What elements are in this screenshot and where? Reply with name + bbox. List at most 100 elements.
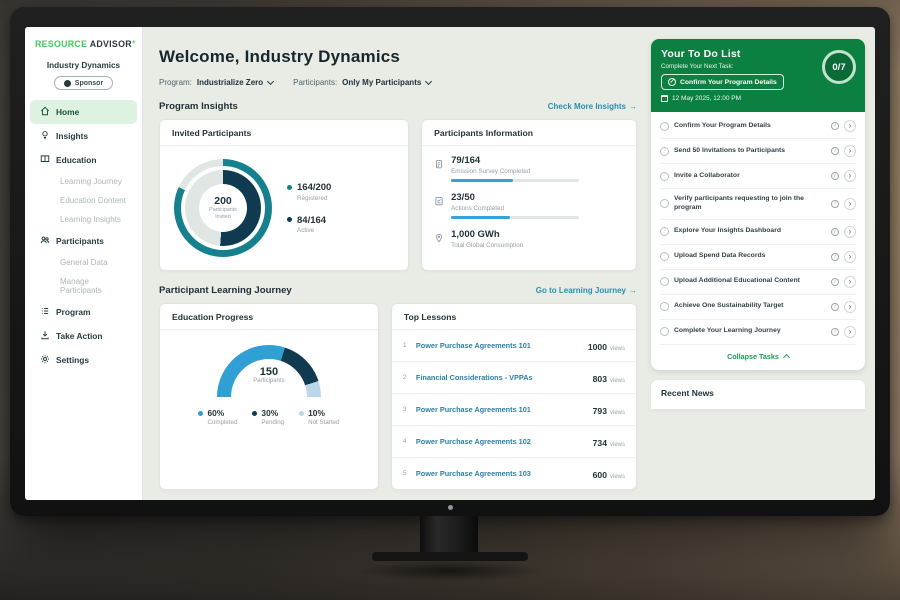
sidebar-item-education[interactable]: Education bbox=[30, 148, 137, 172]
info-icon: i bbox=[831, 327, 839, 336]
sidebar-item-program[interactable]: Program bbox=[30, 300, 137, 324]
todo-panel: Your To Do List Complete Your Next Task:… bbox=[651, 39, 865, 370]
sidebar-item-settings[interactable]: Settings bbox=[30, 348, 137, 372]
program-filter: Program: Industrialize Zero bbox=[159, 77, 275, 87]
sponsor-label: Sponsor bbox=[74, 79, 104, 87]
task-item[interactable]: Send 50 Invitations to Participants i › bbox=[660, 139, 856, 164]
task-item[interactable]: Verify participants requesting to join t… bbox=[660, 189, 856, 220]
lesson-link[interactable]: Financial Considerations - VPPAs bbox=[415, 373, 533, 382]
program-insights-header: Program Insights Check More Insights → bbox=[159, 101, 637, 112]
go-to-learning-journey-link[interactable]: Go to Learning Journey → bbox=[535, 286, 637, 295]
sidebar-item-learning-journey[interactable]: Learning Journey bbox=[60, 177, 122, 186]
info-row-actions: 23/50 Actions Completed bbox=[434, 192, 624, 219]
lesson-row[interactable]: 4 Power Purchase Agreements 102 734 views bbox=[391, 426, 636, 458]
task-checkbox[interactable] bbox=[660, 302, 669, 312]
legend-dot-teal bbox=[287, 184, 292, 190]
participants-information-card: Participants Information 79/164 Emission… bbox=[421, 119, 637, 271]
sidebar: RESOURCE ADVISOR+ Industry Dynamics Spon… bbox=[25, 27, 143, 500]
page-title: Welcome, Industry Dynamics bbox=[159, 47, 401, 66]
sidebar-item-take-action[interactable]: Take Action bbox=[30, 324, 137, 348]
legend-item-registered: 164/200 Registered bbox=[287, 182, 331, 202]
sidebar-item-learning-insights[interactable]: Learning Insights bbox=[60, 215, 121, 224]
task-checkbox[interactable] bbox=[660, 171, 669, 181]
info-icon: i bbox=[831, 172, 839, 180]
task-checkbox[interactable] bbox=[660, 121, 669, 131]
logo-text-primary: RESOURCE bbox=[35, 39, 88, 49]
chevron-right-icon[interactable]: › bbox=[844, 145, 856, 157]
collapse-tasks-link[interactable]: Collapse Tasks bbox=[660, 345, 856, 367]
task-item[interactable]: Upload Spend Data Records i › bbox=[660, 245, 856, 270]
task-item[interactable]: Explore Your Insights Dashboard i › bbox=[660, 220, 856, 245]
todo-next-task[interactable]: ✓ Confirm Your Program Details bbox=[661, 74, 784, 90]
program-insights-title: Program Insights bbox=[159, 101, 238, 112]
sponsor-icon bbox=[63, 79, 71, 87]
todo-subtitle: Complete Your Next Task: bbox=[661, 63, 734, 70]
card-title: Invited Participants bbox=[160, 120, 409, 146]
info-icon: i bbox=[831, 302, 839, 311]
education-gauge-chart: 150 Participants bbox=[216, 345, 321, 397]
check-more-insights-link[interactable]: Check More Insights → bbox=[547, 102, 637, 111]
sidebar-item-home[interactable]: Home bbox=[30, 100, 137, 124]
participants-filter-dropdown[interactable]: Only My Participants bbox=[342, 77, 433, 87]
chevron-right-icon[interactable]: › bbox=[844, 325, 856, 338]
arrow-right-icon: → bbox=[629, 102, 637, 111]
todo-header: Your To Do List Complete Your Next Task:… bbox=[651, 39, 865, 112]
info-icon: i bbox=[831, 227, 839, 236]
program-filter-label: Program: bbox=[159, 78, 192, 87]
sidebar-item-participants[interactable]: Participants bbox=[30, 229, 137, 253]
lesson-row[interactable]: 5 Power Purchase Agreements 103 600 views bbox=[402, 469, 625, 480]
lesson-link[interactable]: Power Purchase Agreements 101 bbox=[415, 341, 531, 350]
chevron-right-icon[interactable]: › bbox=[844, 120, 856, 132]
legend-dot-blue bbox=[198, 410, 204, 416]
screen: RESOURCE ADVISOR+ Industry Dynamics Spon… bbox=[25, 27, 875, 500]
chevron-right-icon[interactable]: › bbox=[844, 300, 856, 313]
sidebar-item-general-data[interactable]: General Data bbox=[60, 258, 108, 267]
lesson-link[interactable]: Power Purchase Agreements 103 bbox=[415, 469, 531, 478]
info-icon: i bbox=[831, 252, 839, 261]
task-checkbox[interactable] bbox=[660, 146, 669, 156]
task-item[interactable]: Invite a Collaborator i › bbox=[660, 164, 856, 189]
info-icon: i bbox=[831, 122, 839, 130]
task-checkbox[interactable] bbox=[660, 327, 669, 337]
task-item[interactable]: Confirm Your Program Details i › bbox=[660, 114, 856, 139]
task-checkbox[interactable] bbox=[660, 227, 669, 237]
insights-cards-row: Invited Participants 200 Participants In… bbox=[159, 119, 637, 271]
sidebar-item-manage-participants[interactable]: Manage Participants bbox=[60, 277, 102, 295]
lesson-link[interactable]: Power Purchase Agreements 102 bbox=[415, 437, 531, 446]
lesson-row[interactable]: 1 Power Purchase Agreements 101 1000 view… bbox=[391, 330, 636, 362]
task-checkbox[interactable] bbox=[660, 199, 669, 209]
task-checkbox[interactable] bbox=[660, 252, 669, 262]
download-tray-icon bbox=[40, 330, 50, 342]
monitor: RESOURCE ADVISOR+ Industry Dynamics Spon… bbox=[10, 7, 890, 516]
task-checkbox[interactable] bbox=[660, 277, 669, 287]
chevron-right-icon[interactable]: › bbox=[844, 197, 856, 210]
survey-progress-bar bbox=[451, 178, 580, 182]
recent-news-header[interactable]: Recent News bbox=[651, 379, 865, 409]
lesson-link[interactable]: Power Purchase Agreements 101 bbox=[415, 405, 531, 414]
check-icon: ✓ bbox=[668, 78, 676, 86]
chevron-right-icon[interactable]: › bbox=[844, 170, 856, 182]
education-legend: 60% Completed 30% Pending bbox=[198, 408, 339, 429]
clipboard-icon bbox=[434, 156, 444, 182]
people-icon bbox=[40, 235, 50, 247]
task-item[interactable]: Upload Additional Educational Content i … bbox=[660, 270, 856, 295]
donut-center: 200 Participants Invited bbox=[199, 184, 247, 232]
calendar-icon bbox=[661, 95, 668, 102]
task-item[interactable]: Complete Your Learning Journey i › bbox=[660, 320, 856, 345]
chevron-right-icon[interactable]: › bbox=[844, 225, 856, 238]
chevron-right-icon[interactable]: › bbox=[844, 250, 856, 263]
sidebar-item-insights[interactable]: Insights bbox=[30, 124, 137, 148]
task-item[interactable]: Achieve One Sustainability Target i › bbox=[660, 295, 856, 320]
program-filter-dropdown[interactable]: Industrialize Zero bbox=[197, 77, 275, 87]
info-icon: i bbox=[831, 199, 839, 208]
info-row-consumption: 1,000 GWh Total Global Consumption bbox=[434, 229, 624, 249]
chevron-right-icon[interactable]: › bbox=[844, 275, 856, 288]
top-lessons-card: Top Lessons 1 Power Purchase Agreements … bbox=[390, 303, 637, 490]
lesson-row[interactable]: 3 Power Purchase Agreements 101 793 views bbox=[391, 394, 636, 426]
sidebar-item-education-content[interactable]: Education Content bbox=[60, 196, 126, 205]
legend-dot-navy bbox=[287, 217, 292, 222]
todo-progress-ring: 0/7 bbox=[822, 50, 856, 84]
sponsor-badge[interactable]: Sponsor bbox=[53, 76, 114, 90]
lesson-row[interactable]: 2 Financial Considerations - VPPAs 803 vi… bbox=[391, 362, 636, 394]
chevron-up-icon bbox=[782, 353, 790, 361]
